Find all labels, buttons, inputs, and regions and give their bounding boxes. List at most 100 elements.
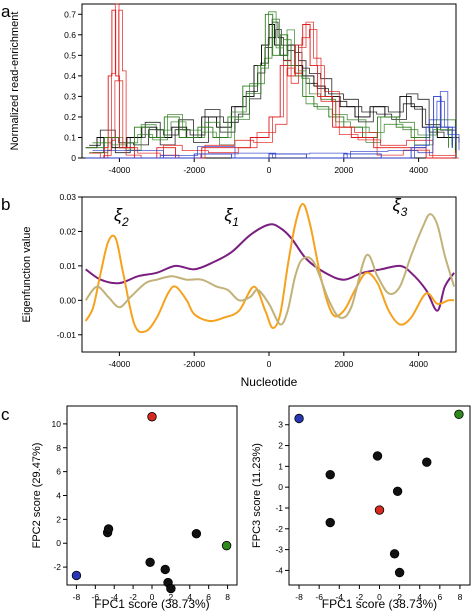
y-tick-label: 3 — [278, 420, 283, 430]
y-tick-label: 0.6 — [64, 30, 76, 40]
scatter-point — [374, 505, 385, 515]
x-tick-label: 2 — [397, 592, 402, 602]
scatter-point — [372, 451, 383, 461]
series-line-3-layer-1 — [89, 100, 456, 159]
scatter-point — [221, 540, 232, 551]
y-tick-label: 0.2 — [64, 112, 76, 122]
eigenfunction-curve-1 — [85, 223, 455, 312]
x-tick-label: 2 — [169, 592, 174, 602]
y-tick-label: 0 — [56, 538, 61, 548]
y-tick-label: 10 — [52, 419, 62, 429]
y-tick-label: 2 — [56, 514, 61, 524]
y-tick-label: 0.03 — [59, 192, 76, 202]
y-tick-label: 0 — [278, 482, 283, 492]
series-line-2-layer-2 — [92, 9, 459, 159]
y-tick-label: 0.00 — [59, 295, 76, 305]
x-tick-label: 4 — [187, 592, 192, 602]
x-tick-label: 2000 — [334, 359, 353, 369]
annotation-symbol: ξ — [224, 205, 233, 225]
x-tick-label: 8 — [458, 592, 463, 602]
scatter-point — [166, 583, 176, 594]
x-tick-label: 4000 — [409, 359, 428, 369]
x-tick-label: -2000 — [183, 165, 205, 175]
annotation-subscript: 2 — [121, 215, 129, 229]
x-tick-label: -2 — [129, 592, 137, 602]
x-axis-label: FPC1 score (38.73%) — [322, 597, 437, 611]
y-tick-label: 0.1 — [64, 132, 76, 142]
y-tick-label: -3 — [275, 545, 283, 555]
series-line-0-layer-1 — [89, 21, 456, 154]
annotation-subscript: 3 — [401, 205, 408, 219]
y-tick-label: 0 — [71, 153, 76, 163]
series-line-1 — [85, 13, 449, 149]
y-axis-label: Eigenfunction value — [21, 226, 33, 322]
y-tick-label: -1 — [275, 503, 283, 513]
scatter-point — [392, 486, 403, 497]
y-axis-label: FPC2 score (29.47%) — [31, 443, 43, 549]
series-line-1-layer-2 — [92, 18, 456, 153]
x-tick-label: 0 — [267, 165, 272, 175]
scatter-point — [389, 549, 400, 559]
y-tick-label: 0.3 — [64, 91, 76, 101]
y-tick-label: 2 — [278, 441, 283, 451]
eigenfunction-curve-2 — [84, 202, 455, 334]
scatter-point — [294, 413, 304, 424]
x-axis-label: FPC1 score (38.73%) — [94, 597, 209, 611]
y-tick-label: 6 — [56, 467, 61, 477]
curve-annotation-xi-3: ξ3 — [393, 195, 408, 219]
scatter-point — [454, 409, 464, 420]
x-tick-label: 0 — [150, 592, 155, 602]
series-line-3-layer-2 — [92, 91, 460, 159]
series-line-2-layer-1 — [89, 3, 456, 159]
annotation-symbol: ξ — [114, 205, 123, 225]
x-tick-label: 6 — [437, 592, 442, 602]
x-axis-label: Nucleotide — [241, 375, 298, 389]
x-tick-label: 6 — [206, 592, 211, 602]
eigenfunction-curve-3 — [84, 213, 456, 326]
scatter-point — [422, 457, 432, 467]
x-tick-label: 0 — [267, 359, 272, 369]
scatter-point — [325, 469, 335, 480]
x-tick-label: -4000 — [109, 359, 131, 369]
x-tick-label: -6 — [92, 592, 100, 602]
scatter-point — [394, 567, 405, 578]
y-tick-label: 8 — [56, 443, 61, 453]
annotation-subscript: 1 — [232, 215, 239, 229]
scatter-point — [160, 564, 170, 575]
x-tick-label: -2 — [356, 592, 364, 602]
y-tick-label: -2 — [53, 562, 61, 572]
series-line-1-layer-1 — [89, 11, 453, 154]
scatter-point — [191, 528, 202, 539]
scatter-point — [147, 412, 157, 422]
annotation-symbol: ξ — [393, 195, 402, 215]
y-tick-label: -2 — [275, 524, 283, 534]
series-line-0-layer-2 — [92, 29, 460, 154]
plot-frame-3 — [288, 405, 471, 586]
y-tick-label: 0.7 — [64, 9, 76, 19]
y-axis-label: Normalized read-enrichment — [9, 12, 21, 151]
x-tick-label: -6 — [315, 592, 323, 602]
x-tick-label: 2000 — [334, 165, 353, 175]
scatter-point — [325, 517, 335, 528]
curve-annotation-xi-2: ξ2 — [114, 205, 129, 229]
x-tick-label: -8 — [295, 592, 303, 602]
panel-letter-a: a — [1, 2, 11, 21]
x-tick-label: -4000 — [109, 165, 131, 175]
y-tick-label: 1 — [278, 461, 283, 471]
y-tick-label: -0.01 — [57, 330, 77, 340]
panel-letter-c: c — [1, 405, 10, 424]
plot-frame-1 — [81, 196, 457, 353]
scatter-point — [71, 570, 82, 581]
panel-letter-b: b — [1, 195, 10, 214]
curve-annotation-xi-1: ξ1 — [224, 205, 239, 229]
x-tick-label: 0 — [377, 592, 382, 602]
x-tick-label: 4 — [417, 592, 422, 602]
y-axis-label: FPC3 score (11.23%) — [251, 443, 263, 548]
x-tick-label: 8 — [225, 592, 230, 602]
y-tick-label: 0.4 — [64, 71, 76, 81]
y-tick-label: 0.5 — [64, 50, 76, 60]
y-tick-label: 0.02 — [59, 226, 76, 236]
x-tick-label: 4000 — [409, 165, 428, 175]
scatter-point — [145, 557, 155, 568]
